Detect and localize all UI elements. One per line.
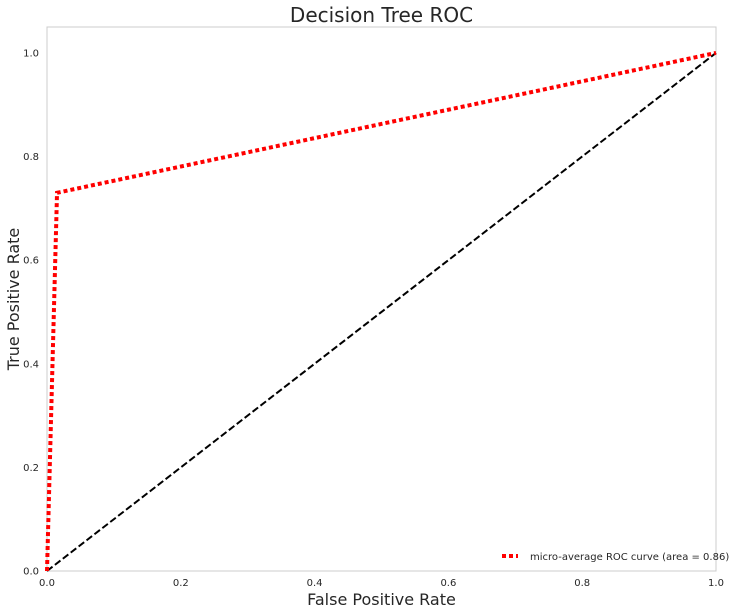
y-tick-label: 1.0 <box>23 48 39 59</box>
x-tick-label: 0.6 <box>440 578 456 589</box>
plot-frame <box>46 26 717 572</box>
y-axis-title: True Positive Rate <box>4 228 23 372</box>
legend-label: micro-average ROC curve (area = 0.86) <box>530 552 729 563</box>
tick-labels: 0.0 0.2 0.4 0.6 0.8 1.0 0.0 0.2 0.4 0.6 0.8 1.0 <box>23 48 724 589</box>
y-tick-label: 0.6 <box>23 256 39 267</box>
legend: micro-average ROC curve (area = 0.86) <box>502 552 729 563</box>
x-tick-label: 1.0 <box>708 578 724 589</box>
series-lines <box>45 50 717 572</box>
x-tick-label: 0.4 <box>307 578 323 589</box>
y-tick-label: 0.4 <box>23 359 39 370</box>
x-axis-title: False Positive Rate <box>307 590 456 609</box>
chance-diagonal-line <box>46 52 717 572</box>
y-tick-label: 0.0 <box>23 567 39 578</box>
y-tick-label: 0.8 <box>23 152 39 163</box>
x-tick-label: 0.2 <box>173 578 189 589</box>
y-tick-label: 0.2 <box>23 463 39 474</box>
chart-title: Decision Tree ROC <box>290 3 473 27</box>
x-tick-label: 0.0 <box>39 578 55 589</box>
roc-curve-line <box>45 50 717 572</box>
x-tick-label: 0.8 <box>574 578 590 589</box>
